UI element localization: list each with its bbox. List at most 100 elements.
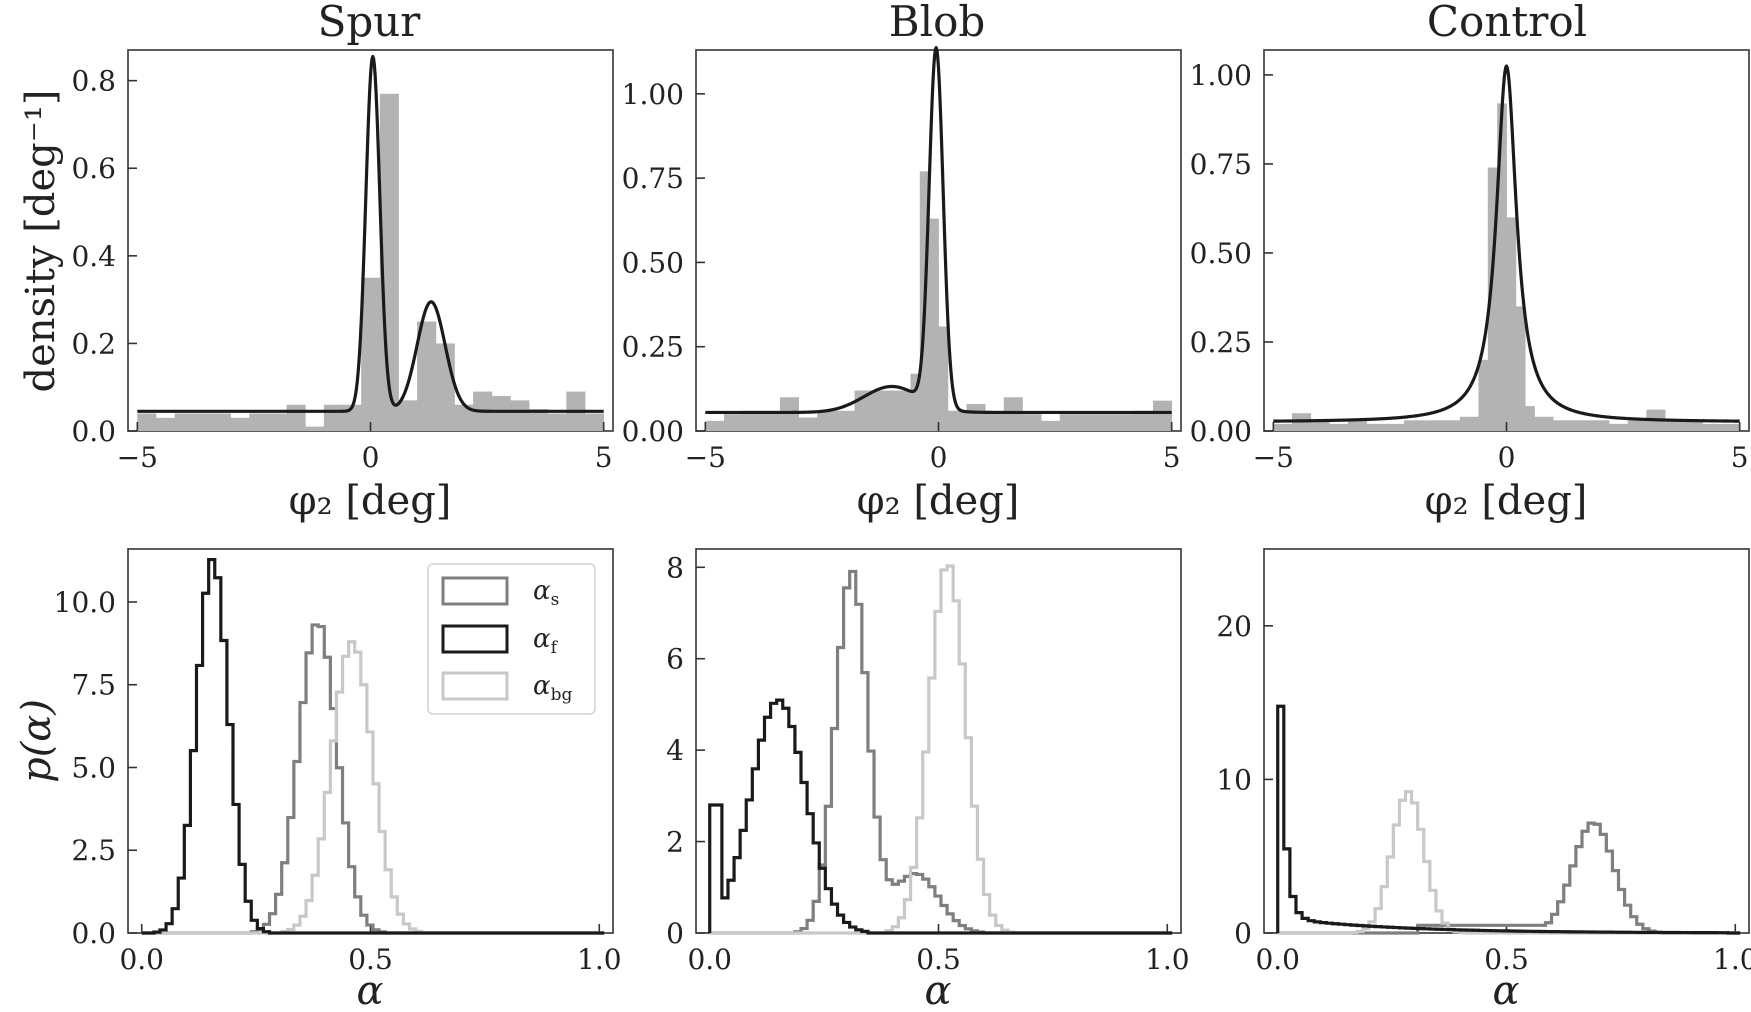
histogram-bar — [1310, 420, 1330, 431]
y-tick-labels: 0.0 2.5 5.0 7.5 10.0 — [54, 586, 116, 950]
y-tick-label: 8 — [666, 551, 684, 584]
series-alpha-f — [708, 698, 1173, 935]
panel-title-spur: Spur — [318, 0, 422, 46]
fit-curve — [704, 46, 1173, 415]
blob-density-panel: 0.00 0.25 0.50 0.75 1.00 −5 0 5 φ₂ [deg] — [622, 46, 1182, 524]
x-tick-label: 0 — [362, 441, 380, 474]
series-alpha-bg — [1277, 790, 1741, 935]
y-tick-label: 4 — [666, 734, 684, 767]
legend-label-alpha-s: αs — [533, 576, 559, 610]
histogram-bar — [398, 400, 418, 431]
histogram-bar — [966, 404, 986, 431]
y-tick-label: 0.6 — [71, 152, 116, 185]
x-axis-label: α — [924, 968, 951, 1012]
x-tick-label: 1.0 — [577, 943, 622, 976]
histogram-bar — [1022, 414, 1042, 431]
x-axis-label: α — [1492, 968, 1519, 1012]
histogram-bar — [1422, 420, 1442, 431]
series-alpha-s — [1277, 821, 1741, 935]
axis-ticks — [696, 566, 1169, 934]
histogram-bar — [305, 426, 325, 431]
histogram-bar — [211, 413, 231, 431]
histogram-bar — [929, 218, 939, 431]
spur-density-panel: 0.0 0.2 0.4 0.6 0.8 −5 0 5 φ₂ [deg] dens… — [18, 49, 614, 524]
y-tick-label: 0.0 — [71, 917, 116, 950]
y-tick-label: 1.00 — [622, 78, 684, 111]
x-tick-label: 5 — [595, 441, 613, 474]
y-tick-label: 0.00 — [622, 415, 684, 448]
legend-subscript: s — [551, 590, 560, 610]
histogram-bar — [193, 413, 213, 431]
y-tick-label: 0.00 — [1190, 415, 1252, 448]
histogram-bar — [230, 417, 250, 431]
y-tick-label: 6 — [666, 643, 684, 676]
x-tick-label: 1.0 — [1713, 943, 1751, 976]
histogram-bar — [1041, 420, 1061, 431]
histogram-bar — [1097, 414, 1117, 431]
histogram-bar — [779, 397, 799, 431]
x-tick-label: 0 — [1498, 441, 1516, 474]
series-alpha-f — [141, 557, 605, 935]
axes-frame — [1263, 548, 1750, 934]
histogram-bar — [1273, 423, 1293, 431]
histogram-bar — [835, 410, 855, 431]
histogram-bar — [1385, 423, 1405, 431]
x-tick-labels: 0.0 0.5 1.0 — [119, 943, 621, 976]
histogram-bar — [1506, 217, 1517, 431]
histogram-bars — [137, 93, 605, 432]
legend-symbol: α — [533, 671, 551, 701]
histogram-bar — [891, 390, 911, 431]
histogram-bar — [1553, 420, 1573, 431]
histogram-bar — [1665, 420, 1685, 431]
x-axis-label: φ₂ [deg] — [857, 478, 1020, 524]
x-tick-label: −5 — [1253, 441, 1294, 474]
histogram-bar — [1115, 414, 1135, 431]
axis-ticks — [696, 93, 1173, 432]
panel-title-blob: Blob — [889, 0, 985, 46]
y-tick-label: 5.0 — [71, 751, 116, 784]
histogram-bar — [286, 404, 306, 431]
histogram-bar — [323, 404, 343, 431]
step-series — [141, 557, 605, 935]
series-alpha-f — [1276, 704, 1741, 935]
x-tick-label: 0.0 — [119, 943, 164, 976]
histogram-bar — [1478, 359, 1489, 431]
y-tick-label: 0.8 — [71, 65, 116, 98]
step-series — [1276, 704, 1741, 935]
series-alpha-s — [709, 569, 1173, 935]
histogram-bar — [1487, 167, 1498, 431]
x-tick-labels: −5 0 5 — [685, 441, 1181, 474]
histogram-bar — [1459, 416, 1479, 431]
histogram-bar — [1525, 406, 1535, 431]
y-axis-label: density [deg⁻¹] — [18, 90, 64, 393]
axis-ticks — [128, 79, 605, 432]
histogram-bar — [705, 420, 725, 431]
histogram-bar — [1683, 420, 1703, 431]
histogram-bar — [1702, 423, 1722, 431]
histogram-bar — [817, 410, 837, 431]
histogram-bar — [585, 413, 605, 431]
y-tick-label: 0.75 — [622, 162, 684, 195]
step-series — [708, 564, 1173, 935]
histogram-bars — [705, 171, 1173, 431]
histogram-bar — [1721, 423, 1741, 431]
histogram-bar — [1534, 416, 1554, 431]
x-tick-label: 0.5 — [1484, 943, 1529, 976]
y-tick-label: 2 — [666, 826, 684, 859]
histogram-bar — [435, 343, 455, 431]
legend-subscript: f — [551, 638, 559, 658]
histogram-bar — [1497, 103, 1507, 431]
y-tick-labels: 0.00 0.25 0.50 0.75 1.00 — [1190, 59, 1252, 448]
legend-symbol: α — [533, 624, 551, 654]
x-tick-label: 0.0 — [1255, 943, 1300, 976]
histogram-bar — [723, 414, 744, 431]
x-tick-label: 5 — [1731, 441, 1749, 474]
histogram-bar — [938, 326, 949, 431]
legend-label-alpha-bg: αbg — [533, 671, 572, 705]
legend: αs αf αbg — [427, 563, 596, 715]
y-tick-label: 0.50 — [622, 246, 684, 279]
histogram-bar — [1571, 420, 1591, 431]
y-tick-label: 0 — [1234, 917, 1252, 950]
panel-title-control: Control — [1427, 0, 1587, 46]
